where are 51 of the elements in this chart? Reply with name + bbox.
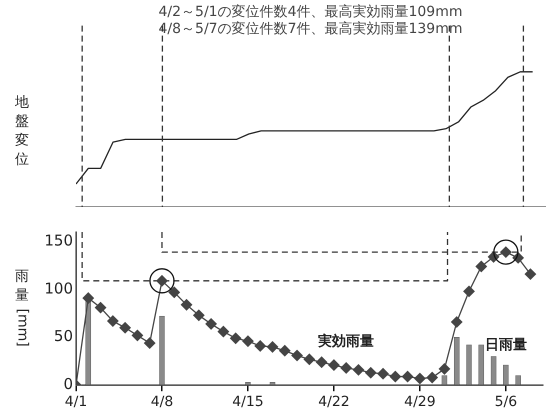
x-tick-label: 5/6 [494, 394, 518, 410]
point [266, 341, 278, 353]
point [328, 359, 340, 371]
point [144, 337, 156, 349]
point [438, 363, 450, 375]
point [340, 362, 352, 374]
point [205, 318, 217, 330]
point [451, 316, 462, 328]
point [291, 350, 303, 362]
x-tick-label: 4/15 [232, 394, 264, 410]
point [493, 239, 519, 265]
series-label: 日雨量 [484, 337, 527, 354]
chart-subtitle: 4/8～5/7の変位件数7件、最高実効雨量139mm [158, 20, 462, 37]
point [94, 302, 106, 314]
point [476, 260, 487, 272]
y-tick-label: 100 [44, 279, 73, 298]
point [218, 326, 230, 338]
point [524, 268, 536, 280]
point [230, 332, 242, 344]
point [107, 315, 118, 327]
point [254, 340, 266, 352]
point [316, 356, 328, 368]
point [304, 354, 315, 365]
x-tick-label: 4/22 [318, 394, 350, 410]
point [365, 367, 376, 378]
y-axis-title: 雨量 [mm] [14, 268, 30, 347]
point [132, 330, 144, 342]
x-tick-label: 4/29 [404, 394, 436, 410]
y-axis-title: 地盤変位 [14, 94, 29, 168]
point [82, 292, 94, 304]
point [426, 372, 438, 384]
x-tick-label: 4/1 [64, 394, 88, 410]
point [414, 372, 426, 384]
point [352, 364, 364, 376]
y-tick-label: 150 [44, 231, 73, 250]
series-label: 実効雨量 [318, 332, 374, 350]
chart-title: 4/2～5/1の変位件数4件、最高実効雨量109mm [158, 4, 462, 20]
point [168, 286, 180, 298]
point [149, 268, 175, 294]
point [377, 368, 389, 380]
point [463, 286, 475, 298]
x-tick-label: 4/8 [150, 394, 174, 410]
point [242, 336, 254, 347]
point [279, 345, 290, 356]
y-tick-label: 0 [63, 375, 73, 394]
point [180, 299, 192, 310]
point [193, 310, 204, 321]
point [119, 322, 131, 334]
point [390, 370, 401, 382]
y-tick-label: 50 [54, 327, 73, 346]
point [402, 370, 414, 382]
